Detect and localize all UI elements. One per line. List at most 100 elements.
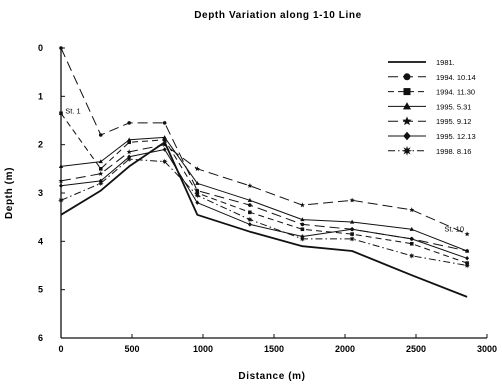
y-tick-label: 1 [38,91,43,101]
series-6 [58,156,471,269]
x-tick-label: 3000 [477,344,497,354]
data-point [59,46,63,50]
axes: 0 500 1000 1500 2000 2500 3000 0 1 2 3 4 5 6 [38,43,497,354]
data-point [161,158,168,165]
y-tick-label: 4 [38,236,43,246]
data-point [299,202,305,208]
data-point [300,222,305,227]
data-point [299,235,306,242]
data-point [349,235,356,242]
data-point [246,216,253,223]
data-point [127,137,132,142]
x-tick-label: 2000 [335,344,355,354]
data-point [464,231,470,237]
legend-marker [403,73,411,81]
data-point [98,133,103,137]
data-point [247,222,252,227]
data-point [464,262,471,269]
y-tick-label: 6 [38,333,43,343]
data-point [162,141,168,147]
data-point [58,178,64,184]
chart-title: Depth Variation along 1-10 Line [194,10,362,21]
data-point [58,164,64,168]
station-label: St. 1 [65,106,80,115]
legend-label: 1981. [436,58,455,67]
data-point [98,170,104,176]
data-point [195,200,200,205]
data-point [59,183,63,189]
data-point [409,207,415,213]
legend-item: 1994. 10.14 [388,73,476,82]
data-point [58,197,64,204]
data-point [162,121,167,125]
data-point [194,192,201,199]
data-point [127,121,131,125]
x-tick-label: 2500 [406,344,426,354]
data-point [248,203,252,207]
legend-label: 1998. 8.16 [436,147,471,156]
data-point [408,252,415,259]
x-tick-label: 1000 [193,344,213,354]
data-point [349,219,355,224]
data-point [464,248,470,253]
legend-marker [403,88,411,96]
data-point [98,167,103,171]
data-point [162,135,167,139]
legend-marker [403,131,411,141]
legend-item: 1995. 12.13 [388,131,476,141]
series-5 [59,147,470,261]
data-point [194,166,200,172]
legend-marker [402,116,412,126]
legend-item: 1998. 8.16 [388,145,471,156]
series-line [60,113,468,264]
data-point [248,210,252,215]
data-point [349,197,355,203]
y-axis-label: Depth (m) [4,167,15,219]
series-3 [58,135,470,253]
data-point [409,236,414,242]
legend-label: 1995. 5.31 [436,102,471,111]
data-point [350,232,354,236]
data-point [350,226,355,232]
data-point [409,241,414,246]
data-point [97,180,104,187]
legend-label: 1995. 12.13 [436,132,476,141]
station-label: St. 10 [444,225,464,234]
legend-marker [401,145,413,156]
x-tick-label: 500 [124,344,139,354]
legend-label: 1994. 11.30 [436,88,475,97]
series-line [60,141,468,298]
data-point [162,147,167,152]
legend-item: 1995. 9.12 [388,116,471,126]
legend-marker [402,102,412,110]
series-line [60,144,468,235]
data-point [300,217,305,222]
data-point [465,255,470,261]
legend-label: 1994. 10.14 [436,73,476,82]
x-tick-label: 1500 [264,344,284,354]
series-0 [60,141,468,298]
series-layer [58,46,471,298]
y-tick-label: 5 [38,285,43,295]
legend-item: 1995. 5.31 [388,102,471,111]
data-point [409,226,414,231]
data-point [195,180,200,185]
series-4 [58,141,470,237]
series-line [60,149,468,259]
data-point [247,197,253,202]
y-tick-label: 2 [38,140,43,150]
y-tick-label: 0 [38,43,43,53]
legend: 1981. 1994. 10.14 1994. 11.30 1995. 5.31 199… [384,54,482,164]
data-point [247,183,253,188]
data-point [126,156,133,163]
legend-item: 1994. 11.30 [388,88,475,97]
legend-label: 1995. 9.12 [436,117,471,126]
legend-item: 1981. [388,58,455,67]
series-line [60,158,468,266]
series-line [60,136,468,252]
legend-box [384,54,482,164]
x-axis-label: Distance (m) [238,371,305,382]
annotations: St. 1 St. 10 [65,106,464,233]
data-point [98,159,103,164]
